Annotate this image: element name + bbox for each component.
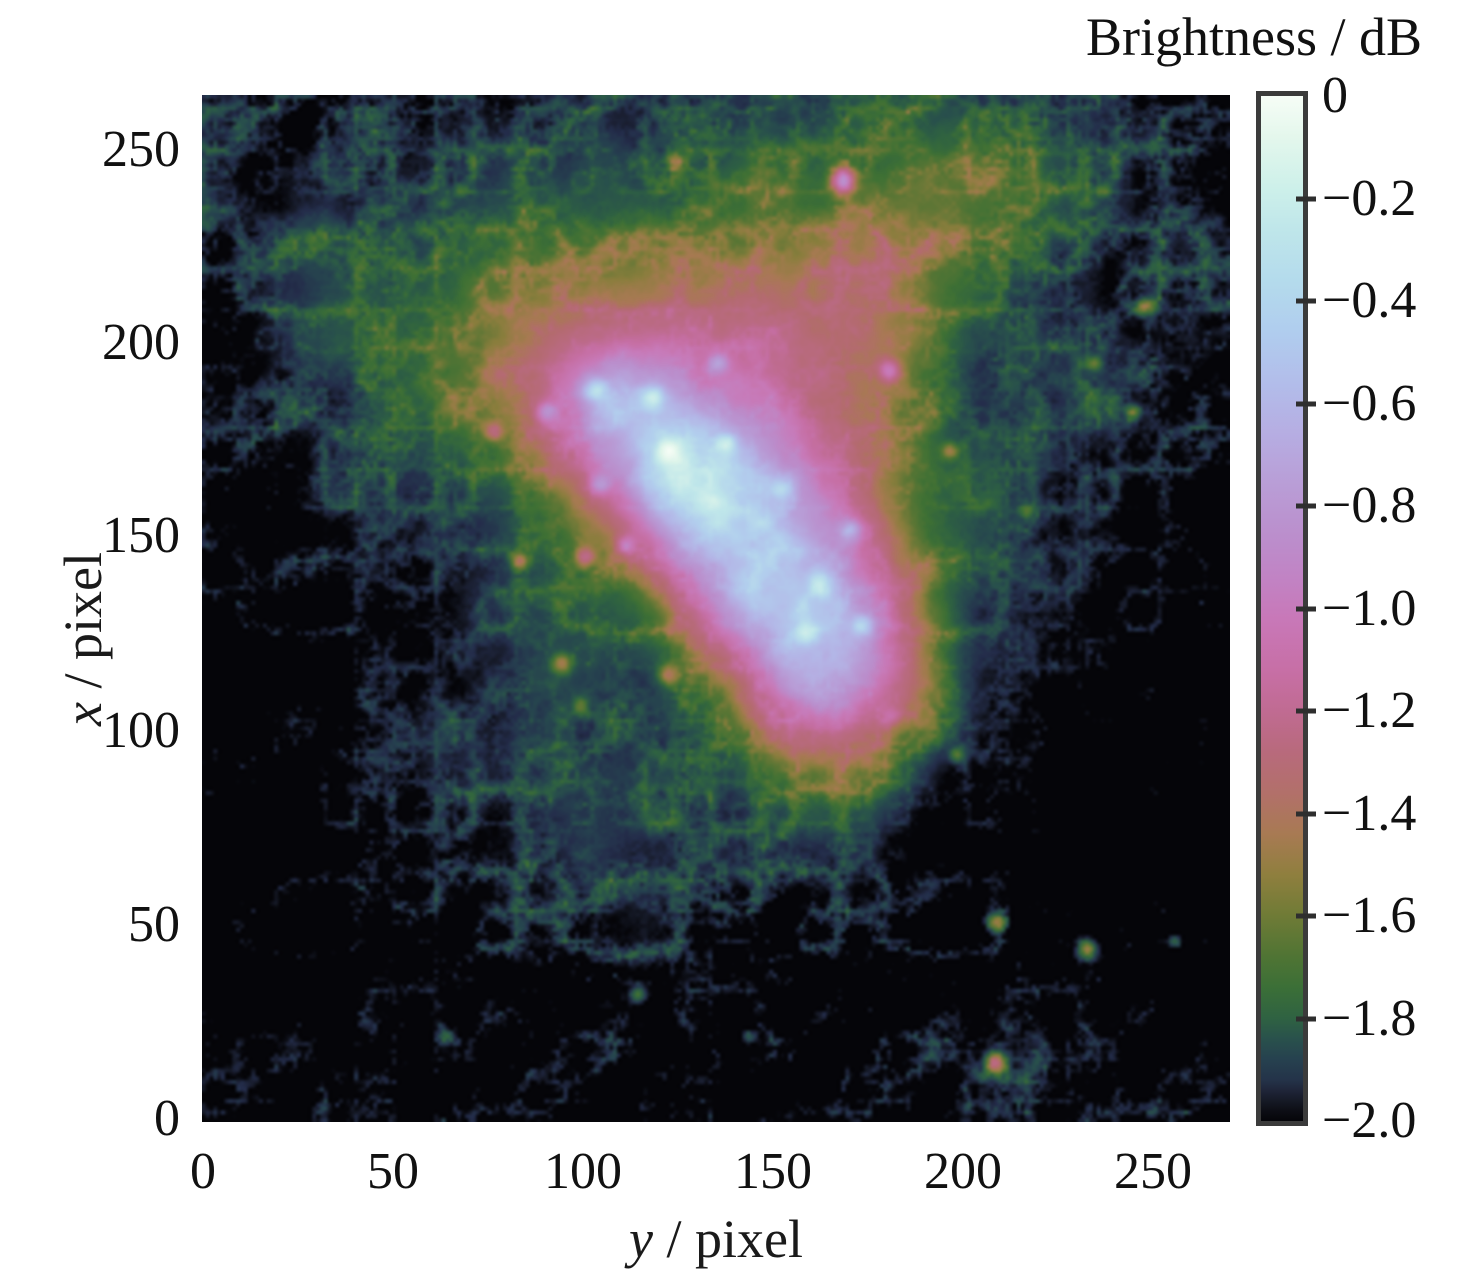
colorbar-tick-label: −1.0 [1322, 579, 1417, 637]
x-tick-label-50: 50 [367, 1143, 419, 1200]
heatmap-image [202, 95, 1230, 1122]
x-axis-label-unit: / pixel [666, 1209, 803, 1269]
colorbar-tick-label: −0.2 [1322, 169, 1417, 227]
y-axis-label-var: x [53, 702, 113, 726]
x-tick-label-200: 200 [924, 1143, 1002, 1200]
colorbar-title: Brightness / dB [1086, 7, 1423, 67]
colorbar-tick-mark [1296, 298, 1316, 304]
y-tick-label-50: 50 [128, 896, 180, 953]
x-tick-label-100: 100 [544, 1143, 622, 1200]
colorbar-tick-label: −0.4 [1322, 272, 1417, 329]
colorbar-tick-mark [1296, 503, 1316, 509]
colorbar-tick-label: −1.6 [1322, 887, 1417, 944]
x-tick-label-150: 150 [734, 1143, 812, 1200]
y-tick-label-250: 250 [102, 121, 180, 178]
colorbar-tick-mark [1296, 401, 1316, 406]
x-axis-label: y / pixel [202, 1208, 1230, 1270]
colorbar-tick-label: −0.8 [1322, 477, 1417, 534]
y-tick-label-100: 100 [102, 702, 180, 759]
colorbar-tick-mark [1296, 913, 1316, 919]
y-tick-label-150: 150 [102, 507, 180, 564]
colorbar-tick-label: −1.4 [1322, 784, 1417, 842]
colorbar-tick-label: −1.2 [1322, 682, 1417, 739]
y-axis-label-unit: / pixel [53, 552, 113, 689]
colorbar-tick-mark [1296, 708, 1316, 714]
y-tick-label-200: 200 [102, 314, 180, 371]
x-tick-label-250: 250 [1114, 1143, 1192, 1200]
colorbar-tick-mark [1296, 811, 1316, 816]
heatmap-plot-area [202, 95, 1230, 1122]
colorbar: 0 −0.2 −0.4 −0.6 −0.8 −1.0 −1.2 −1.4 −1.6 −1.8 −2.… [1256, 70, 1416, 1147]
colorbar-tick-mark [1296, 606, 1316, 611]
y-tick-label-0: 0 [154, 1090, 180, 1147]
colorbar-tick-label: −2.0 [1322, 1092, 1417, 1149]
colorbar-tick-label: 0 [1322, 67, 1348, 124]
colorbar-tick-label: −0.6 [1322, 374, 1417, 432]
colorbar-tick-label: −1.8 [1322, 989, 1417, 1047]
colorbar-tick-mark [1296, 1016, 1316, 1021]
x-axis-label-var: y [629, 1209, 653, 1269]
y-axis-label: x / pixel [52, 474, 114, 804]
x-tick-label-0: 0 [190, 1143, 216, 1200]
colorbar-tick-mark [1296, 196, 1316, 201]
